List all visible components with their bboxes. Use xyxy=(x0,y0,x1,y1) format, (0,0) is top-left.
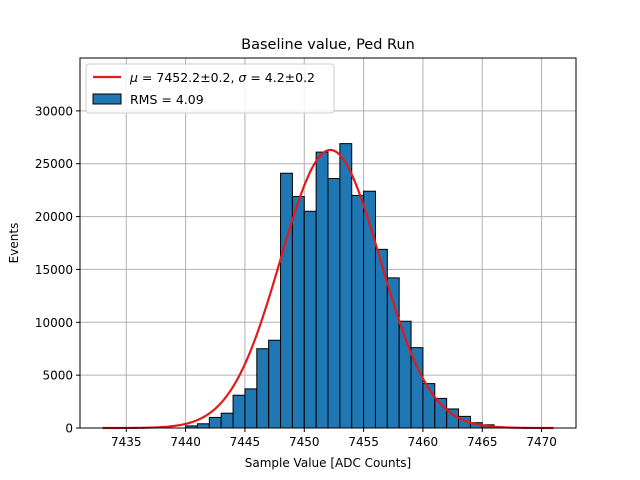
x-tick-label: 7455 xyxy=(348,435,379,449)
histogram-bar xyxy=(196,423,210,429)
legend-histogram-swatch xyxy=(92,93,122,105)
x-tick-label: 7465 xyxy=(467,435,498,449)
histogram-bar xyxy=(220,412,234,429)
legend-mu-symbol: μ xyxy=(129,70,138,85)
histogram-bar xyxy=(303,210,317,429)
legend-mu-value: = 7452.2±0.2, xyxy=(138,70,238,85)
y-tick-label: 30000 xyxy=(35,104,73,118)
y-axis-ticks: 0 5000 10000 15000 20000 25000 30000 xyxy=(35,104,80,436)
x-tick-label: 7470 xyxy=(526,435,557,449)
y-tick-label: 20000 xyxy=(35,210,73,224)
histogram-bar xyxy=(280,172,293,429)
x-tick-label: 7440 xyxy=(170,435,201,449)
histogram-bar xyxy=(232,394,246,429)
gaussian-fit-curve xyxy=(102,148,554,430)
x-tick-label: 7445 xyxy=(230,435,261,449)
legend: μ = 7452.2±0.2, σ = 4.2±0.2 RMS = 4.09 xyxy=(85,63,335,114)
x-axis-label: Sample Value [ADC Counts] xyxy=(245,456,411,470)
histogram-bar xyxy=(351,194,365,429)
legend-fit-label: μ = 7452.2±0.2, σ = 4.2±0.2 xyxy=(129,70,315,85)
y-tick-label: 0 xyxy=(65,422,73,436)
y-tick-label: 25000 xyxy=(35,157,73,171)
legend-box xyxy=(85,63,335,114)
histogram-bar xyxy=(256,348,270,429)
histogram-bar xyxy=(291,195,305,429)
y-axis-label: Events xyxy=(7,223,21,264)
histogram-bar xyxy=(315,151,329,429)
x-tick-label: 7460 xyxy=(408,435,439,449)
legend-sigma-symbol: σ xyxy=(238,70,247,85)
x-tick-label: 7450 xyxy=(289,435,320,449)
y-tick-label: 5000 xyxy=(42,369,73,383)
histogram-bar xyxy=(327,178,341,429)
plot-frame xyxy=(79,57,577,429)
histogram-bar xyxy=(339,143,353,429)
legend-sigma-value: = 4.2±0.2 xyxy=(246,70,315,85)
y-tick-label: 10000 xyxy=(35,316,73,330)
y-tick-label: 15000 xyxy=(35,263,73,277)
x-tick-label: 7435 xyxy=(111,435,142,449)
histogram-bar xyxy=(244,388,258,429)
x-axis-ticks: 7435 7440 7445 7450 7455 7460 7465 7470 xyxy=(111,428,557,449)
chart-title: Baseline value, Ped Run xyxy=(241,37,415,53)
histogram-bar xyxy=(208,416,222,429)
histogram-bar xyxy=(268,339,282,429)
legend-rms-label: RMS = 4.09 xyxy=(130,92,204,107)
